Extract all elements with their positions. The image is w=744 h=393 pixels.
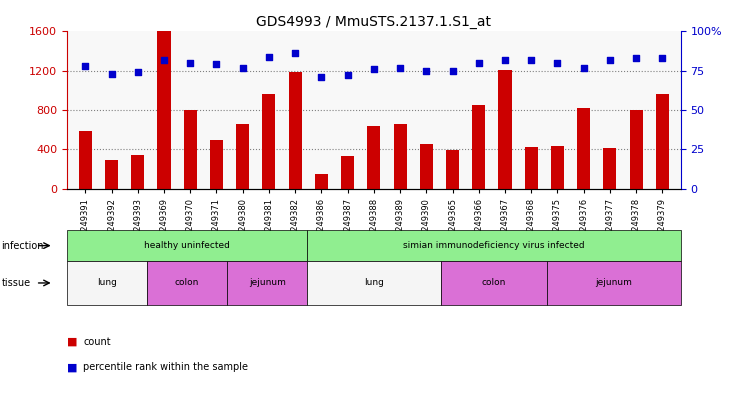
Point (315, 74, 327, 80)
Bar (131, 155, 144, 189)
Point (551, 60, 563, 66)
Point (656, 55, 668, 61)
Bar (236, 124, 249, 189)
Point (263, 53, 275, 60)
Text: ■: ■ (67, 362, 77, 373)
Text: colon: colon (175, 279, 199, 287)
Point (289, 50, 301, 57)
Bar (446, 150, 459, 189)
Bar (263, 94, 275, 189)
Text: colon: colon (482, 279, 506, 287)
Text: count: count (83, 337, 111, 347)
Point (132, 69, 144, 75)
Bar (158, 31, 170, 189)
Text: simian immunodeficiency virus infected: simian immunodeficiency virus infected (403, 241, 585, 250)
Bar (368, 126, 380, 189)
Text: lung: lung (364, 279, 384, 287)
Bar (341, 156, 354, 189)
Bar (315, 174, 328, 189)
Text: lung: lung (97, 279, 117, 287)
Point (604, 57, 616, 63)
Bar (105, 160, 118, 189)
Point (446, 68, 458, 74)
Point (368, 66, 380, 72)
Text: percentile rank within the sample: percentile rank within the sample (83, 362, 248, 373)
Text: healthy uninfected: healthy uninfected (144, 241, 230, 250)
Bar (603, 148, 617, 189)
Bar (498, 70, 512, 189)
Point (80, 63, 92, 69)
Point (420, 68, 432, 74)
Point (185, 60, 196, 66)
Point (578, 64, 590, 71)
Point (237, 64, 248, 71)
Text: infection: infection (1, 241, 44, 251)
Point (158, 57, 170, 63)
Text: jejunum: jejunum (248, 279, 286, 287)
Bar (472, 105, 485, 189)
Bar (210, 140, 223, 189)
Bar (184, 110, 197, 189)
Bar (289, 72, 302, 189)
Bar (420, 144, 433, 189)
Point (341, 72, 353, 79)
Point (525, 57, 537, 63)
Point (211, 61, 222, 68)
Bar (394, 124, 407, 189)
Point (106, 71, 118, 77)
Point (630, 55, 642, 61)
Text: jejunum: jejunum (596, 279, 632, 287)
Title: GDS4993 / MmuSTS.2137.1.S1_at: GDS4993 / MmuSTS.2137.1.S1_at (257, 15, 491, 29)
Bar (525, 147, 538, 189)
Bar (577, 108, 590, 189)
Point (499, 57, 511, 63)
Text: ■: ■ (67, 337, 77, 347)
Text: tissue: tissue (1, 278, 31, 288)
Bar (79, 130, 92, 189)
Bar (656, 94, 669, 189)
Point (394, 64, 406, 71)
Bar (629, 110, 643, 189)
Point (473, 60, 485, 66)
Bar (551, 146, 564, 189)
